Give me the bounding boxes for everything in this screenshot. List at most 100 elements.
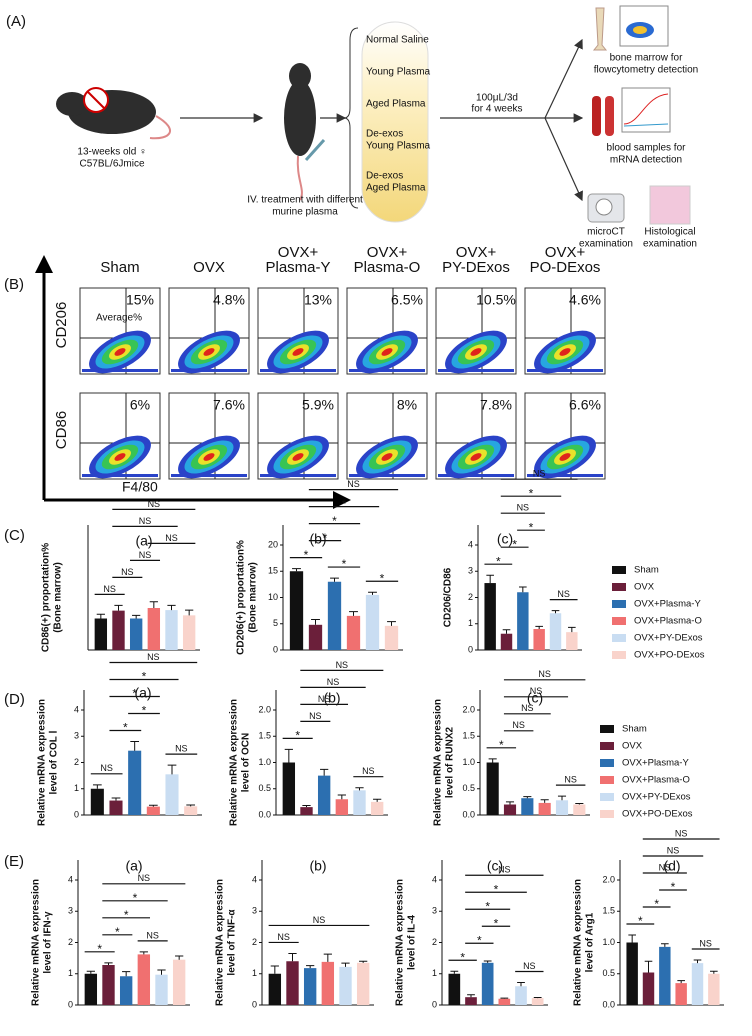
y-axis-label: level of OCN [241, 733, 252, 792]
legend-swatch [612, 600, 626, 608]
dose-label: 100μL/3d [476, 93, 518, 104]
chart-title: (c) [497, 531, 513, 547]
percentage: 4.8% [213, 292, 245, 308]
bar [84, 973, 98, 1005]
error-bar [575, 802, 584, 805]
outcome-label: microCT [587, 227, 625, 238]
significance-label: NS [336, 660, 349, 670]
chart-title: (c) [487, 858, 503, 874]
error-bar [387, 621, 396, 626]
group-label: Young Plasma [366, 141, 431, 152]
error-bar [359, 960, 368, 963]
error-bar [104, 962, 113, 965]
treatment-label: IV. treatment with different [247, 195, 363, 206]
density [114, 348, 126, 356]
error-bar [551, 610, 560, 614]
density [381, 348, 393, 356]
bar [286, 961, 299, 1005]
y-tick-label: 2 [252, 937, 257, 947]
significance-label: NS [165, 533, 178, 543]
density [381, 453, 393, 461]
legend-swatch [612, 634, 626, 642]
significance-label: * [295, 729, 300, 743]
bar [182, 615, 196, 650]
y-tick-label: 20 [268, 539, 278, 549]
error-bar [368, 591, 377, 595]
bar [165, 610, 178, 650]
density [527, 474, 603, 477]
error-bar [517, 982, 525, 987]
bar [642, 972, 655, 1005]
y-tick-label: 15 [268, 566, 278, 576]
group-header: OVX+ [545, 244, 586, 261]
chart-title: (c) [527, 690, 543, 706]
chart-title: (a) [125, 858, 142, 874]
group-label: Aged Plasma [366, 99, 426, 110]
significance-label: * [380, 571, 385, 585]
error-bar [337, 794, 346, 800]
y-tick-label: 1.0 [462, 757, 475, 767]
density [171, 474, 247, 477]
mouse-label: 13-weeks old ♀ [77, 147, 146, 158]
x-axis-label: F4/80 [122, 479, 158, 495]
treatment-label: murine plasma [272, 207, 338, 218]
y-tick-label: 3 [468, 566, 473, 576]
group-header: Plasma-O [354, 259, 421, 276]
significance-label: * [323, 531, 328, 545]
significance-label: NS [121, 567, 134, 577]
significance-label: * [133, 891, 138, 905]
y-tick-label: 1 [252, 968, 257, 978]
bar [675, 983, 687, 1005]
legend-label: OVX+Plasma-O [634, 616, 702, 627]
density [559, 453, 571, 461]
bar [573, 804, 586, 815]
error-bar [519, 586, 527, 593]
density [349, 474, 425, 477]
density [114, 453, 126, 461]
error-bar [500, 997, 509, 999]
error-bar [644, 960, 653, 973]
error-bar [320, 768, 329, 776]
y-tick-label: 0 [74, 809, 79, 819]
y-axis-label: level of Arg1 [585, 912, 596, 972]
panel-a-art [56, 5, 691, 225]
percentage: 6.6% [569, 397, 601, 413]
significance-label: * [496, 554, 501, 568]
error-bar [535, 625, 543, 629]
error-bar [661, 943, 669, 947]
bar [708, 973, 720, 1005]
significance-label: * [460, 950, 465, 964]
outcome-label: examination [579, 239, 633, 250]
bar [155, 974, 168, 1005]
y-tick-label: 3 [252, 906, 257, 916]
significance-label: NS [139, 516, 152, 526]
y-axis-label: Relative mRNA expression [31, 879, 42, 1006]
significance-label: * [142, 704, 147, 718]
error-bar [96, 613, 105, 619]
legend-label: OVX+Plasma-Y [622, 758, 689, 769]
error-bar [323, 953, 332, 962]
legend-swatch [600, 776, 614, 784]
y-axis-label: Relative mRNA expression [395, 879, 406, 1006]
percentage: 13% [304, 292, 332, 308]
significance-label: NS [148, 499, 161, 509]
outcome-label: bone marrow for [610, 53, 683, 64]
y-axis-label: Relative mRNA expression [229, 699, 240, 826]
bar [94, 618, 108, 650]
percentage: 4.6% [569, 292, 601, 308]
y-tick-label: 0.5 [602, 968, 615, 978]
legend-label: OVX+PY-DExos [622, 792, 691, 803]
legend-swatch [600, 793, 614, 801]
percentage: 15% [126, 292, 154, 308]
error-bar [270, 965, 279, 974]
y-tick-label: 2.0 [258, 704, 271, 714]
group-header: PY-DExos [442, 259, 510, 276]
bar [448, 973, 461, 1005]
significance-label: NS [362, 766, 375, 776]
error-bar [540, 799, 549, 803]
legend-label: OVX [634, 582, 655, 593]
significance-label: * [671, 880, 676, 894]
bar [500, 633, 513, 650]
density [82, 474, 158, 477]
y-tick-label: 2 [432, 937, 437, 947]
